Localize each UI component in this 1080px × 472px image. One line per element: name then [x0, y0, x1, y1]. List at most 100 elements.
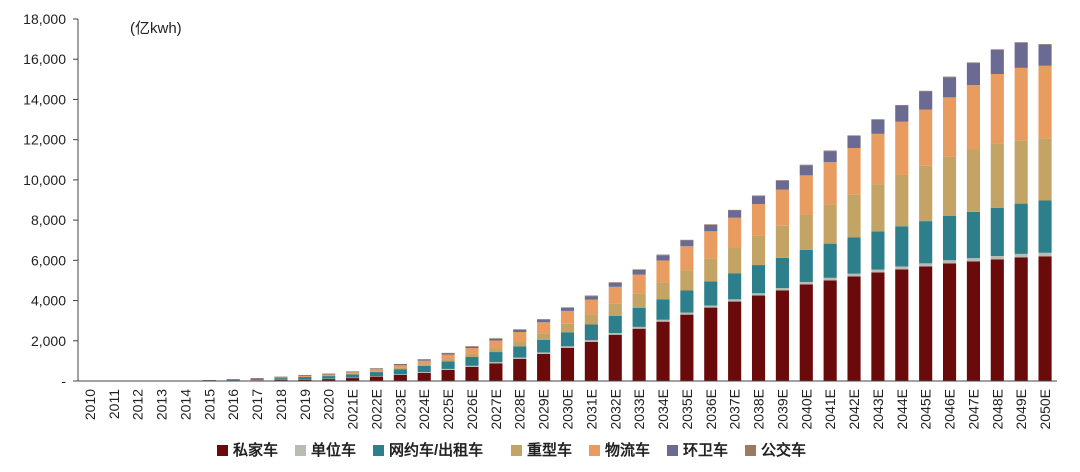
x-tick-label: 2021E: [345, 389, 361, 429]
x-tick-label: 2014: [177, 389, 193, 420]
bar-segment: [346, 374, 360, 378]
bar-segment: [656, 299, 670, 320]
bar-segment: [656, 321, 670, 381]
bar-segment: [608, 282, 622, 287]
bar-segment: [942, 215, 957, 261]
bar-segment: [847, 273, 861, 277]
x-tick-label: 2036E: [703, 389, 719, 429]
bar-segment: [728, 217, 742, 248]
bar-segment: [441, 368, 455, 370]
bar-segment: [584, 299, 598, 315]
bar-segment: [751, 293, 766, 296]
bar-segment: [751, 265, 766, 294]
bar-segment: [775, 257, 789, 289]
bar-segment: [489, 338, 503, 341]
bar-segment: [608, 334, 622, 381]
x-tick-label: 2017: [249, 389, 265, 420]
x-tick-label: 2029E: [536, 389, 552, 429]
bar-segment: [704, 224, 718, 225]
x-tick-label: 2020: [321, 389, 337, 420]
legend-swatch: [589, 445, 600, 456]
bar-segment: [513, 357, 527, 359]
legend-label: 环卫车: [683, 441, 728, 459]
bar-segment: [680, 270, 694, 291]
bar-segment: [417, 359, 431, 361]
bar-segment: [823, 204, 837, 244]
bar-segment: [465, 365, 479, 367]
bar-segment: [871, 184, 885, 232]
bar-segment: [775, 225, 789, 258]
y-tick-label: 10,000: [23, 172, 66, 188]
bar-segment: [489, 362, 503, 364]
bar-segment: [441, 361, 455, 369]
y-tick-label: 6,000: [31, 252, 66, 268]
bar-segment: [322, 374, 336, 375]
bar-segment: [632, 328, 646, 381]
legend-swatch: [295, 445, 306, 456]
bar-segment: [441, 352, 455, 354]
bar-segment: [990, 49, 1004, 74]
bar-segment: [704, 307, 718, 381]
bar-segment: [1038, 138, 1052, 201]
bar-segment: [966, 261, 980, 381]
bar-segment: [369, 372, 384, 377]
bar-segment: [202, 380, 216, 381]
x-tick-label: 2025E: [440, 389, 456, 429]
y-tick-label: 2,000: [31, 333, 66, 349]
bar-segment: [990, 256, 1004, 260]
bar-segment: [608, 286, 622, 304]
x-tick-label: 2049E: [1013, 389, 1029, 429]
legend-swatch: [511, 445, 522, 456]
legend-label: 私家车: [232, 441, 278, 459]
unit-label: (亿kwh): [130, 20, 182, 37]
y-tick-label: 4,000: [31, 293, 66, 309]
bar-segment: [751, 295, 766, 381]
x-axis: 2010 2011 2012 2013 2014 2015 2016 2017 2018 2019…: [78, 380, 1057, 429]
bar-segment: [346, 371, 360, 372]
bar-segment: [560, 310, 575, 324]
bar-segment: [728, 209, 742, 211]
bar-segment: [942, 263, 957, 381]
bar-segment: [871, 269, 885, 273]
bar-segment: [799, 281, 813, 285]
bar-segment: [847, 237, 861, 274]
bar-segment: [1038, 44, 1052, 66]
legend-swatch: [745, 445, 756, 456]
bar-segment: [966, 62, 980, 64]
bar-segment: [775, 180, 789, 181]
bar-segment: [799, 249, 813, 282]
bar-segment: [560, 323, 575, 333]
bar-segment: [847, 135, 861, 149]
bar-segment: [489, 352, 503, 363]
bar-segment: [942, 260, 957, 264]
x-tick-label: 2010: [82, 389, 98, 420]
bar-segment: [656, 319, 670, 322]
bar-segment: [704, 281, 718, 306]
x-tick-label: 2018: [273, 389, 289, 420]
bar-segment: [489, 340, 503, 349]
bar-segment: [322, 375, 336, 377]
bar-segment: [728, 247, 742, 274]
bar-segment: [871, 272, 885, 381]
bar-segment: [298, 375, 312, 376]
bar-segment: [393, 374, 407, 381]
bar-segment: [871, 231, 885, 270]
bar-segment: [871, 119, 885, 120]
bar-segment: [346, 371, 360, 373]
bar-segment: [895, 121, 909, 175]
bar-segment: [369, 368, 384, 369]
bar-segment: [346, 377, 360, 381]
bar-segment: [895, 105, 909, 122]
bar-segment: [513, 332, 527, 342]
bar-segment: [369, 369, 384, 372]
bar-segment: [250, 378, 264, 380]
y-tick-label: -: [61, 373, 66, 389]
bar-segment: [322, 376, 336, 379]
bar-segment: [465, 353, 479, 357]
bar-segment: [369, 376, 384, 381]
bar-segment: [728, 299, 742, 302]
x-tick-label: 2022E: [368, 389, 384, 429]
bar-segment: [298, 376, 312, 378]
bar-segment: [704, 305, 718, 308]
